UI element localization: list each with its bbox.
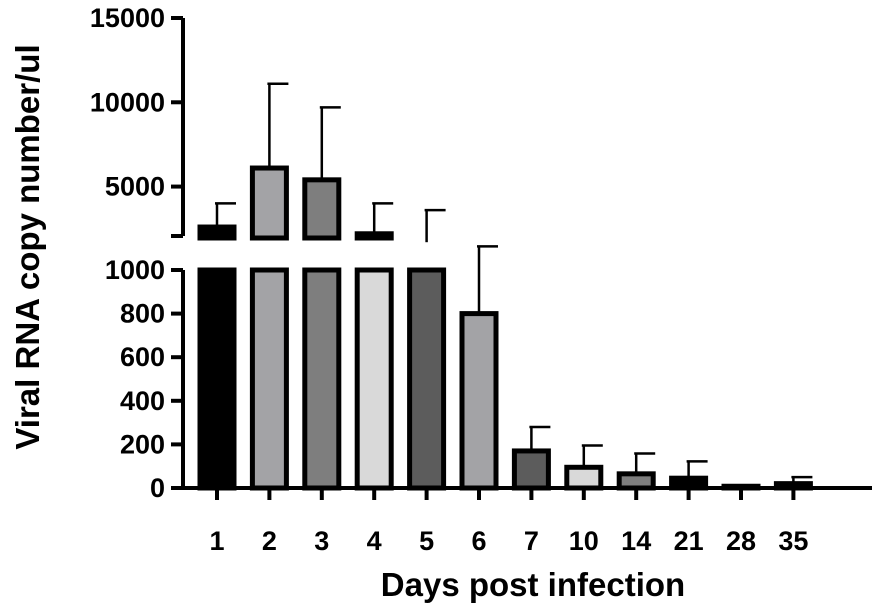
x-tick-label: 28 bbox=[726, 526, 756, 556]
bar bbox=[669, 475, 709, 491]
bar bbox=[354, 231, 394, 241]
x-tick-label: 35 bbox=[778, 526, 808, 556]
y-axis-title: Viral RNA copy number/ul bbox=[9, 44, 46, 449]
bar bbox=[564, 464, 604, 491]
bar bbox=[511, 448, 551, 491]
y-tick-label: 400 bbox=[120, 386, 165, 416]
bar bbox=[249, 165, 289, 241]
bar bbox=[197, 267, 237, 491]
x-tick-label: 6 bbox=[471, 526, 486, 556]
y-tick-label: 15000 bbox=[90, 3, 165, 33]
y-tick-label: 600 bbox=[120, 342, 165, 372]
chart-marks: 0 200 400 600 800 1000 5000 10000 15000 1 2 3 4 5 6 7 10… bbox=[90, 3, 872, 556]
x-tick-label: 10 bbox=[569, 526, 599, 556]
x-tick-label: 1 bbox=[209, 526, 224, 556]
bar bbox=[302, 177, 342, 241]
x-tick-label: 14 bbox=[621, 526, 651, 556]
bar bbox=[354, 267, 394, 491]
x-tick-label: 3 bbox=[314, 526, 329, 556]
x-tick-label: 21 bbox=[674, 526, 704, 556]
bar bbox=[773, 481, 813, 491]
y-tick-label: 10000 bbox=[90, 87, 165, 117]
bar bbox=[249, 267, 289, 491]
x-axis-title: Days post infection bbox=[381, 566, 685, 603]
x-tick-label: 4 bbox=[367, 526, 382, 556]
bar bbox=[302, 267, 342, 491]
bar bbox=[459, 311, 499, 491]
y-tick-label: 800 bbox=[120, 299, 165, 329]
y-tick-label: 0 bbox=[150, 473, 165, 503]
y-tick-label: 200 bbox=[120, 429, 165, 459]
y-tick-label: 1000 bbox=[105, 255, 165, 285]
y-tick-label: 5000 bbox=[105, 172, 165, 202]
x-tick-label: 7 bbox=[524, 526, 539, 556]
x-tick-label: 5 bbox=[419, 526, 434, 556]
x-tick-label: 2 bbox=[262, 526, 277, 556]
bar bbox=[407, 267, 447, 491]
bar bbox=[616, 471, 656, 491]
bar bbox=[197, 224, 237, 241]
